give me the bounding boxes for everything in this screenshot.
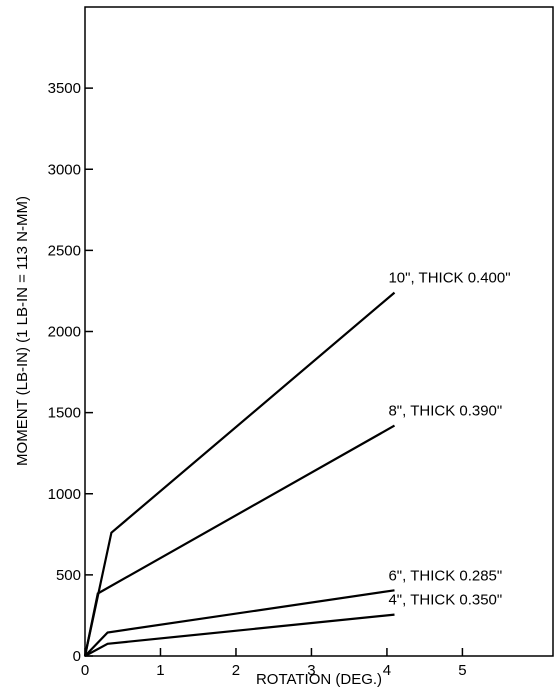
series-lines <box>83 291 396 657</box>
y-axis-ticks: 0 500 1000 1500 2000 2500 3000 3500 <box>48 80 93 665</box>
x-axis-title: ROTATION (DEG.) <box>256 671 382 688</box>
series-line <box>83 424 396 657</box>
series-line <box>83 291 396 657</box>
y-axis-title: MOMENT (LB-IN) (1 LB-IN = 113 N-MM) <box>14 196 31 466</box>
y-tick-label: 500 <box>56 567 81 584</box>
series-labels: 10", THICK 0.400" 8", THICK 0.390" 6", THI… <box>388 270 510 609</box>
x-tick-label: 0 <box>81 662 89 679</box>
y-tick-label: 1500 <box>48 405 81 422</box>
series-line <box>84 613 395 657</box>
plot-area-frame <box>84 6 554 657</box>
series-line <box>84 589 395 657</box>
x-tick-label: 1 <box>156 662 164 679</box>
series-label: 10", THICK 0.400" <box>388 270 510 287</box>
x-tick-label: 5 <box>458 662 466 679</box>
series-label: 6", THICK 0.285" <box>388 567 502 584</box>
x-axis-ticks: 0 1 2 3 4 5 <box>81 648 467 679</box>
x-tick-label: 4 <box>383 662 391 679</box>
y-tick-label: 3500 <box>48 80 81 97</box>
y-tick-label: 3000 <box>48 161 81 178</box>
x-tick-label: 2 <box>232 662 240 679</box>
x-tick-label: 3 <box>307 662 315 679</box>
series-label: 8", THICK 0.390" <box>388 403 502 420</box>
y-tick-label: 2000 <box>48 324 81 341</box>
y-tick-label: 1000 <box>48 486 81 503</box>
series-label: 4", THICK 0.350" <box>388 592 502 609</box>
y-tick-label: 2500 <box>48 242 81 259</box>
y-tick-label: 0 <box>73 648 81 665</box>
